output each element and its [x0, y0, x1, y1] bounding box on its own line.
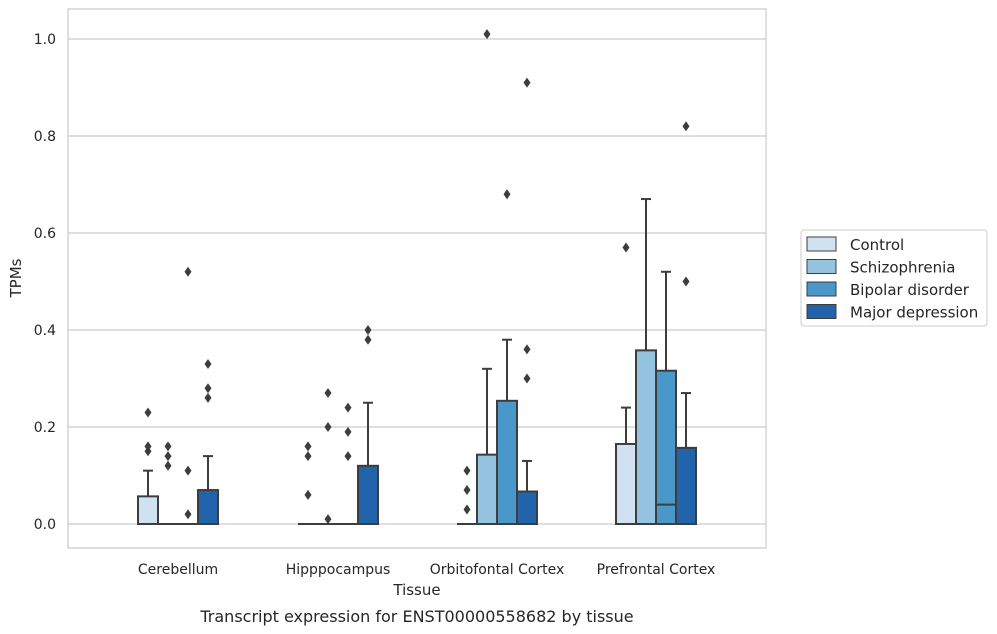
box-1-1	[318, 388, 338, 525]
outlier-point	[324, 388, 332, 399]
box-body	[357, 464, 379, 525]
y-axis-label: TPMs	[7, 258, 25, 298]
outlier-point	[364, 334, 372, 345]
box-body	[635, 349, 657, 525]
legend-swatch	[806, 259, 837, 274]
outlier-point	[324, 422, 332, 432]
box-body	[675, 446, 697, 526]
outlier-point	[523, 373, 531, 384]
box-0-0	[137, 407, 159, 526]
outlier-point	[503, 189, 511, 200]
outlier-point	[463, 465, 471, 476]
y-tick-label: 0.0	[34, 517, 56, 533]
y-tick-label: 0.4	[34, 323, 56, 339]
box-3-3	[675, 121, 697, 526]
legend-frame	[800, 229, 988, 327]
y-tick-label: 0.2	[34, 420, 56, 436]
outlier-point	[204, 358, 212, 369]
outlier-point	[304, 441, 312, 452]
outlier-point	[463, 504, 471, 515]
outlier-point	[463, 485, 471, 496]
box-0-2	[457, 465, 477, 525]
outlier-point	[164, 451, 172, 462]
box-1-2	[476, 29, 498, 525]
plot-frame	[67, 8, 767, 549]
box-body	[516, 490, 538, 526]
x-tick-label: Cerebellum	[138, 562, 218, 578]
outlier-point	[204, 383, 212, 394]
outlier-point	[144, 407, 152, 418]
outlier-point	[144, 441, 152, 452]
legend: Control Schizophrenia Bipolar disorder Majo…	[800, 229, 988, 327]
y-tick-label: 1.0	[34, 32, 56, 48]
y-tick-label: 0.8	[34, 129, 56, 145]
outlier-point	[344, 402, 352, 413]
box-body	[615, 442, 637, 526]
outlier-point	[164, 460, 172, 471]
y-tick-label: 0.6	[34, 226, 56, 242]
box-1-3	[635, 198, 657, 525]
legend-label: Schizophrenia	[850, 259, 955, 277]
outlier-point	[304, 451, 312, 462]
x-axis-ticks: Cerebellum Hipppocampus Orbitofontal Corte…	[138, 562, 715, 578]
box-3-1	[357, 325, 379, 525]
box-body	[655, 369, 677, 525]
box-body	[496, 399, 518, 525]
box-2-2	[496, 189, 518, 525]
box-1-0	[158, 441, 178, 525]
outlier-point	[364, 325, 372, 335]
outlier-point	[344, 451, 352, 462]
outlier-point	[344, 426, 352, 437]
box-0-3	[615, 242, 637, 526]
x-axis-label: Tissue	[392, 581, 440, 599]
outlier-point	[304, 489, 312, 500]
box-3-2	[516, 77, 538, 526]
outlier-point	[184, 266, 192, 277]
outlier-point	[184, 465, 192, 476]
box-2-0	[178, 266, 198, 525]
outlier-point	[204, 392, 212, 403]
box-2-3	[655, 270, 677, 525]
legend-label: Bipolar disorder	[850, 281, 970, 299]
outlier-point	[164, 441, 172, 452]
x-tick-label: Orbitofontal Cortex	[430, 562, 565, 578]
y-axis-ticks: 0.0 0.2 0.4 0.6 0.8 1.0	[34, 32, 56, 533]
outlier-point	[682, 276, 690, 287]
legend-swatch	[806, 281, 837, 297]
outlier-point	[523, 344, 531, 355]
legend-label: Major depression	[850, 304, 978, 322]
outlier-point	[523, 77, 531, 88]
legend-label: Control	[850, 236, 904, 254]
legend-swatch	[806, 236, 837, 252]
x-tick-label: Hipppocampus	[286, 562, 391, 578]
box-0-1	[298, 441, 318, 525]
legend-swatch	[806, 304, 837, 319]
outlier-point	[682, 121, 690, 132]
box-body	[137, 495, 159, 526]
box-3-0	[197, 358, 219, 525]
box-body	[197, 489, 219, 525]
outlier-point	[483, 29, 491, 40]
chart-caption: Transcript expression for ENST0000055868…	[199, 607, 633, 626]
outlier-point	[184, 509, 192, 520]
x-tick-label: Prefrontal Cortex	[597, 562, 716, 578]
box-group	[137, 29, 697, 526]
outlier-point	[324, 514, 332, 525]
box-2-1	[338, 402, 358, 525]
box-body	[476, 453, 498, 525]
outlier-point	[622, 242, 630, 253]
